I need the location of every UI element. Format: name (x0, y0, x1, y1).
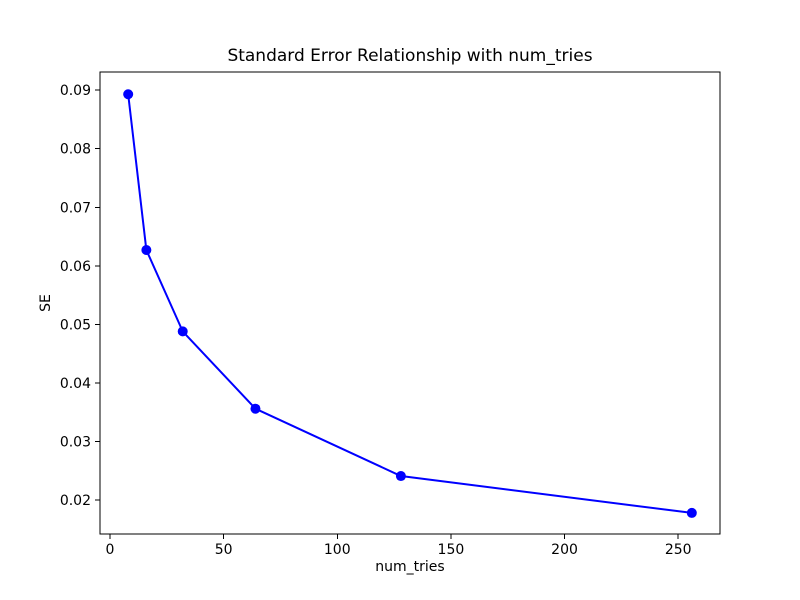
data-point (686, 507, 697, 518)
x-tick-label: 250 (665, 542, 692, 558)
y-tick-label: 0.02 (60, 493, 91, 509)
x-tick-label: 100 (324, 542, 351, 558)
x-tick-label: 50 (215, 542, 233, 558)
chart-title: Standard Error Relationship with num_tri… (227, 46, 593, 66)
plot-border (99, 71, 721, 535)
y-axis-label: SE (38, 294, 54, 312)
y-tick-label: 0.03 (60, 434, 91, 450)
x-tick-label: 200 (551, 542, 578, 558)
se-line (127, 93, 693, 514)
x-tick-label: 0 (106, 542, 115, 558)
y-tick-label: 0.06 (60, 259, 91, 275)
data-point (123, 89, 134, 100)
x-tick-label: 150 (438, 542, 465, 558)
y-tick-label: 0.09 (60, 83, 91, 99)
data-point (177, 326, 188, 337)
data-point (250, 403, 261, 414)
y-tick-label: 0.04 (60, 376, 91, 392)
y-tick-label: 0.05 (60, 317, 91, 333)
y-tick-label: 0.08 (60, 142, 91, 158)
x-axis-label: num_tries (375, 559, 445, 575)
data-point (395, 471, 406, 482)
y-tick-label: 0.07 (60, 200, 91, 216)
data-point (141, 245, 152, 256)
